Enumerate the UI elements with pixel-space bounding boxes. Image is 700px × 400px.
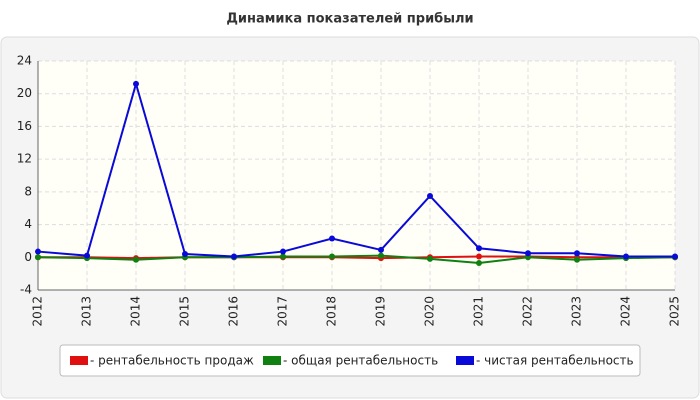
x-tick-label: 2020 (423, 296, 437, 327)
chart-title: Динамика показателей прибыли (226, 12, 473, 27)
legend-label: - рентабельность продаж (90, 354, 254, 368)
x-tick-label: 2025 (668, 296, 682, 327)
point (329, 253, 335, 260)
x-tick-label: 2022 (521, 296, 535, 327)
series-line (37, 254, 676, 265)
x-tick-label: 2023 (570, 296, 584, 327)
point (672, 253, 678, 260)
point (182, 251, 188, 258)
y-tick-label: 24 (17, 54, 32, 68)
legend-swatch (263, 356, 281, 365)
x-tick-label: 2016 (227, 296, 241, 327)
point (427, 192, 433, 199)
point (280, 248, 286, 255)
legend-label: - чистая рентабельность (476, 354, 634, 368)
point (133, 80, 139, 87)
point (35, 248, 41, 255)
y-tick-label: 4 (24, 217, 32, 231)
series-line (38, 255, 675, 260)
point (329, 235, 335, 242)
x-tick-label: 2021 (472, 296, 486, 327)
x-tick-label: 2018 (325, 296, 339, 327)
point (378, 246, 384, 253)
point (623, 253, 629, 260)
point (35, 254, 41, 261)
y-tick-label: 16 (17, 119, 32, 133)
x-tick-label: 2017 (276, 296, 290, 327)
y-tick-label: 12 (17, 152, 32, 166)
point (133, 256, 139, 263)
x-tick-label: 2024 (619, 296, 633, 327)
point (427, 255, 433, 262)
point (476, 260, 482, 267)
point (378, 252, 384, 259)
legend-swatch (456, 356, 474, 365)
legend-swatch (70, 356, 88, 365)
x-tick-label: 2012 (31, 296, 45, 327)
y-tick-label: -4 (20, 283, 32, 297)
plot-area (38, 61, 675, 290)
point (574, 250, 580, 257)
point (525, 250, 531, 257)
point (574, 256, 580, 263)
x-tick-label: 2014 (129, 296, 143, 327)
legend-label: - общая рентабельность (283, 354, 438, 368)
y-tick-label: 20 (17, 86, 32, 100)
x-tick-label: 2015 (178, 296, 192, 327)
x-tick-label: 2019 (374, 296, 388, 327)
point (280, 253, 286, 260)
point (476, 245, 482, 252)
series-line (37, 80, 675, 258)
y-tick-label: 0 (24, 250, 32, 264)
point (84, 252, 90, 259)
legend (59, 344, 641, 377)
point (231, 253, 237, 260)
point (476, 253, 482, 260)
x-tick-label: 2013 (80, 296, 94, 327)
y-tick-label: 8 (24, 184, 32, 198)
